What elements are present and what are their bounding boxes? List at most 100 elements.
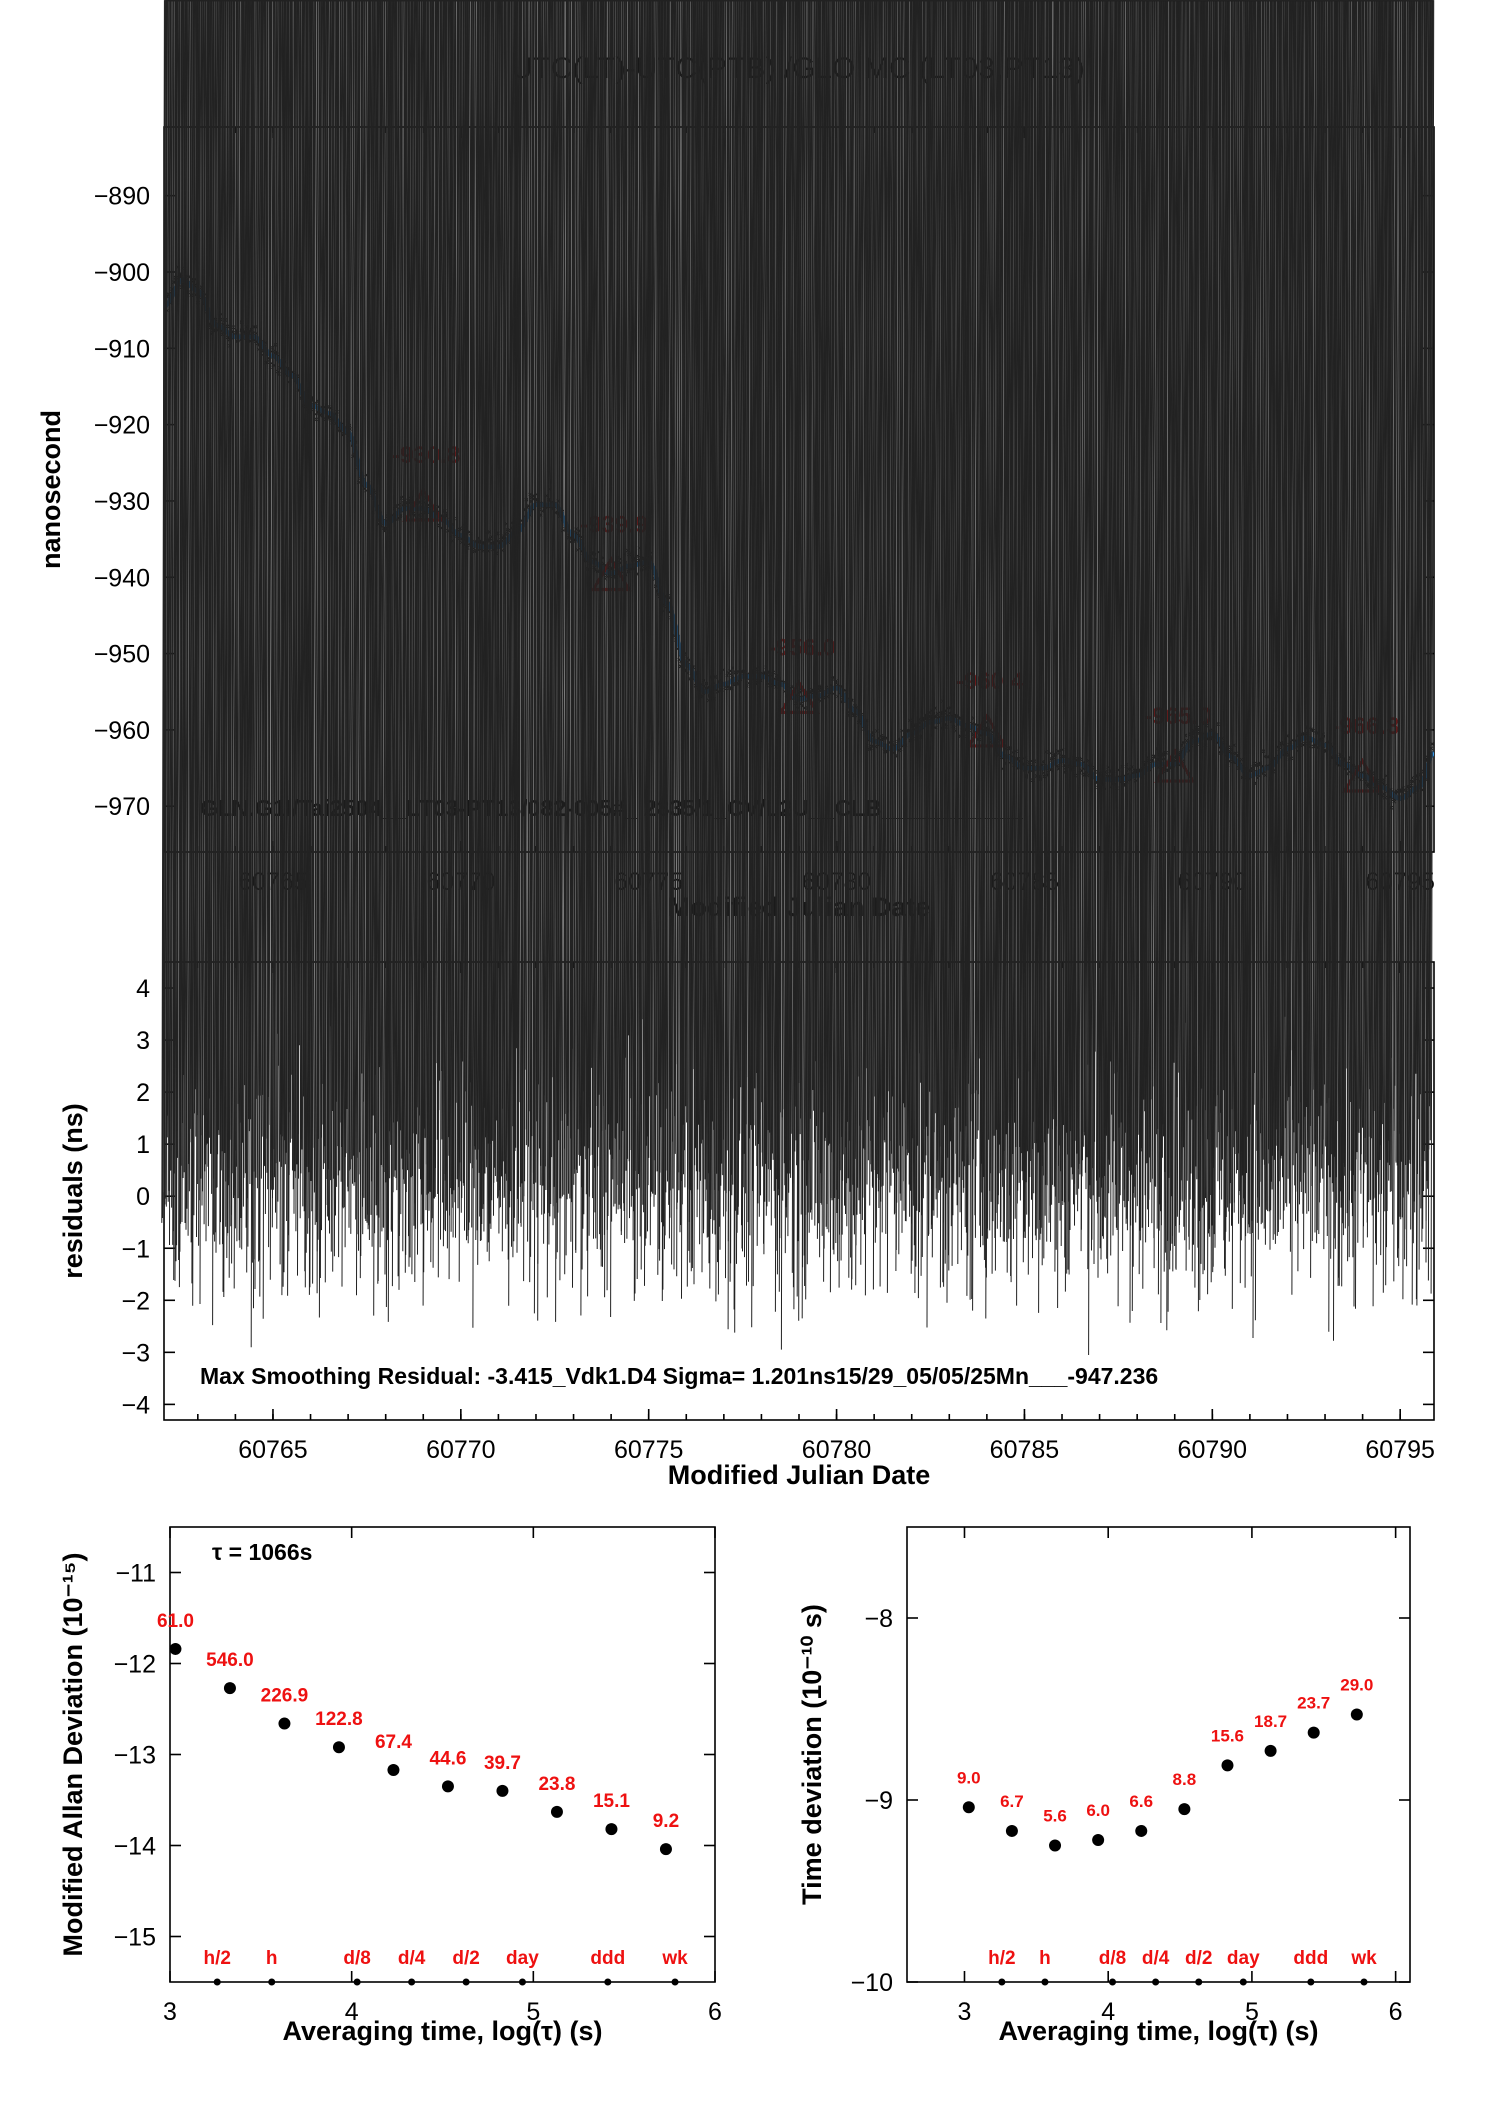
y-tick-label: −15 [114,1924,156,1952]
deviation-point [278,1717,291,1730]
deviation-point [1092,1834,1105,1847]
y-tick-label: −14 [114,1833,157,1861]
plot-frame [906,1526,1411,1983]
deviation-point [1005,1824,1018,1837]
period-marker [1152,1978,1160,1986]
y-tick-label: −3 [121,1339,150,1367]
y-tick-label: −960 [94,717,150,745]
period-marker [353,1978,361,1986]
y-tick-label: −970 [94,793,150,821]
period-label: d/4 [1142,1948,1170,1969]
period-label: wk [1350,1948,1377,1969]
period-label: d/4 [398,1948,426,1969]
y-tick-label: −12 [114,1651,156,1679]
deviation-label: 67.4 [375,1732,412,1753]
x-tick-label: 3 [958,1998,972,2026]
data-point [318,413,323,418]
deviation-point [1350,1708,1363,1721]
data-point [592,552,597,556]
period-label: wk [661,1948,688,1969]
period-marker [1109,1978,1117,1986]
period-label: d/2 [452,1948,479,1969]
y-tick-label: −9 [864,1787,893,1815]
deviation-label: 6.7 [1000,1792,1024,1811]
data-point [459,540,464,545]
x-axis-label: Modified Julian Date [668,1460,931,1490]
x-tick-label: 60770 [426,1436,496,1464]
deviation-label: 546.0 [206,1650,254,1671]
deviation-point [169,1642,182,1655]
deviation-point [496,1784,509,1797]
deviation-point [605,1823,618,1836]
period-label: day [1227,1948,1260,1969]
deviation-label: 23.8 [538,1774,575,1795]
y-tick-label: −8 [864,1605,893,1633]
period-marker [998,1978,1006,1986]
x-tick-label: 60785 [990,1436,1060,1464]
deviation-label: 122.8 [315,1709,363,1730]
period-label: day [506,1948,539,1969]
deviation-point [441,1780,454,1793]
deviation-label: 18.7 [1254,1712,1287,1731]
period-label: h/2 [204,1948,231,1969]
y-tick-label: −11 [115,1560,156,1588]
y-tick-label: −930 [94,488,150,516]
period-label: h [266,1948,278,1969]
y-tick-label: 1 [136,1131,150,1159]
deviation-label: 5.6 [1043,1807,1067,1826]
y-tick-label: −13 [114,1742,156,1770]
deviation-label: 6.6 [1129,1792,1153,1811]
y-tick-label: −890 [94,183,150,211]
deviation-point [1307,1726,1320,1739]
deviation-label: 61.0 [157,1611,194,1632]
period-marker [462,1978,470,1986]
period-marker [671,1978,679,1986]
period-marker [1041,1978,1049,1986]
period-marker [1195,1978,1203,1986]
x-tick-label: 6 [708,1998,722,2026]
x-tick-label: 60765 [238,1436,308,1464]
y-tick-label: 2 [136,1079,150,1107]
deviation-label: 226.9 [261,1686,309,1707]
period-marker [604,1978,612,1986]
deviation-point [1221,1759,1234,1772]
y-tick-label: −910 [94,335,150,363]
deviation-label: 39.7 [484,1753,521,1774]
y-axis-label: residuals (ns) [58,1103,88,1279]
period-marker [213,1978,221,1986]
x-tick-label: 6 [1389,1998,1403,2026]
deviation-label: 6.0 [1086,1801,1110,1820]
period-marker [1239,1978,1247,1986]
deviation-point [659,1843,672,1856]
deviation-point [1178,1803,1191,1816]
deviation-label: 9.0 [957,1768,981,1787]
deviation-label: 8.8 [1173,1770,1197,1789]
y-axis-label: Time deviation (10⁻¹⁰ s) [797,1604,827,1905]
x-tick-label: 3 [163,1998,177,2026]
period-marker [1307,1978,1315,1986]
y-tick-label: −920 [94,412,150,440]
period-label: d/2 [1185,1948,1212,1969]
data-point [171,280,176,285]
info-text: Max Smoothing Residual: -3.415_Vdk1.D4 S… [200,1363,1158,1389]
deviation-label: 23.7 [1297,1694,1330,1713]
y-tick-label: −900 [94,259,150,287]
deviation-point [332,1741,345,1754]
period-marker [268,1978,276,1986]
period-label: h [1039,1948,1051,1969]
y-tick-label: 3 [136,1027,150,1055]
period-marker [518,1978,526,1986]
y-tick-label: −2 [121,1287,150,1315]
data-point [417,513,421,517]
x-tick-label: 60790 [1178,1436,1248,1464]
y-axis-label: Modified Allan Deviation (10⁻¹⁵) [58,1553,88,1957]
deviation-label: 44.6 [429,1748,466,1769]
deviation-point [962,1801,975,1814]
x-axis-label: Averaging time, log(τ) (s) [998,2016,1318,2046]
x-axis-label: Averaging time, log(τ) (s) [282,2016,602,2046]
tau-annotation: τ = 1066s [212,1539,312,1565]
deviation-point [1049,1839,1062,1852]
deviation-label: 15.6 [1211,1726,1244,1745]
period-marker [408,1978,416,1986]
